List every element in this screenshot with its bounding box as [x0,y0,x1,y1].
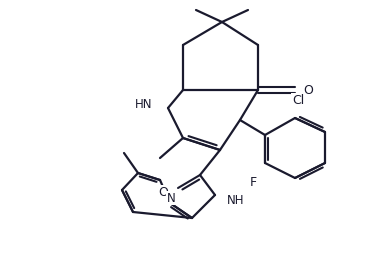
Text: Cl: Cl [292,94,304,106]
Text: O: O [158,185,168,199]
Text: O: O [303,84,313,96]
Text: HN: HN [135,99,152,111]
Text: N: N [167,192,175,204]
Text: F: F [250,177,257,189]
Text: NH: NH [227,193,244,207]
